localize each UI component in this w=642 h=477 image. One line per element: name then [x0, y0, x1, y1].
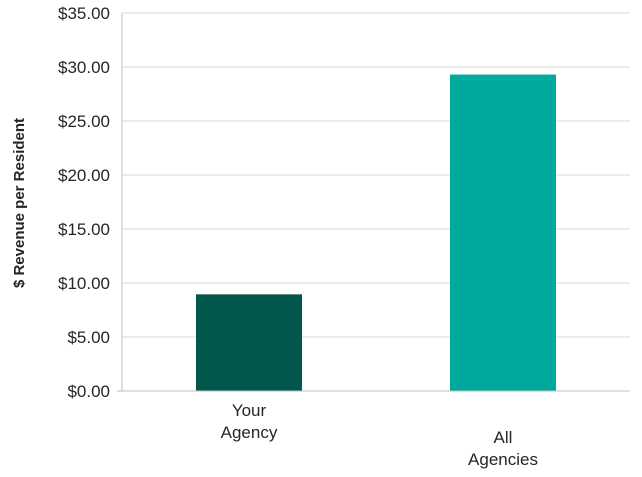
- axes: [117, 13, 630, 392]
- y-tick-label: $25.00: [58, 112, 110, 131]
- y-axis-title: $ Revenue per Resident: [11, 118, 28, 288]
- gridlines: [122, 12, 630, 338]
- bar-1: [450, 74, 556, 391]
- y-tick-label: $5.00: [67, 328, 110, 347]
- y-tick-label: $20.00: [58, 166, 110, 185]
- y-tick-label: $30.00: [58, 58, 110, 77]
- x-category-labels: Your Agency All Agencies: [221, 401, 538, 469]
- x-category-label-line: Agency: [221, 423, 278, 442]
- x-category-label-line: Your: [232, 401, 267, 420]
- x-category-label: All Agencies: [468, 428, 538, 469]
- x-category-label-line: All: [494, 428, 513, 447]
- bar-0: [196, 294, 302, 391]
- y-tick-label: $15.00: [58, 220, 110, 239]
- y-tick-labels: $0.00 $5.00 $10.00 $15.00 $20.00 $25.00 $30.00…: [58, 4, 110, 401]
- bars: [196, 74, 556, 391]
- y-tick-label: $10.00: [58, 274, 110, 293]
- x-category-label: Your Agency: [221, 401, 278, 442]
- x-category-label-line: Agencies: [468, 450, 538, 469]
- y-tick-label: $35.00: [58, 4, 110, 23]
- y-tick-label: $0.00: [67, 382, 110, 401]
